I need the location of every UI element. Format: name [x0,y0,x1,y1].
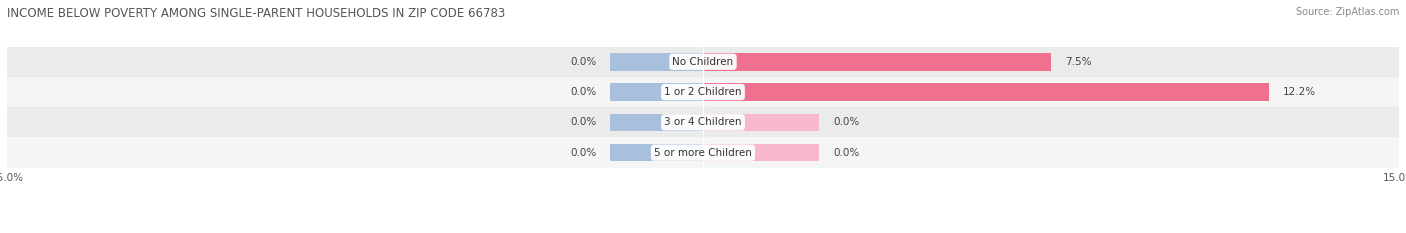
Text: 1 or 2 Children: 1 or 2 Children [664,87,742,97]
Text: 0.0%: 0.0% [569,57,596,67]
Bar [7,77,1399,107]
Bar [703,113,818,131]
Bar [610,113,703,131]
Text: 0.0%: 0.0% [832,117,859,127]
Bar [7,137,1399,168]
Text: 0.0%: 0.0% [569,117,596,127]
Text: 12.2%: 12.2% [1282,87,1316,97]
Text: 5 or more Children: 5 or more Children [654,148,752,158]
Text: INCOME BELOW POVERTY AMONG SINGLE-PARENT HOUSEHOLDS IN ZIP CODE 66783: INCOME BELOW POVERTY AMONG SINGLE-PARENT… [7,7,505,20]
Bar [703,53,1052,71]
Text: Source: ZipAtlas.com: Source: ZipAtlas.com [1295,7,1399,17]
Text: No Children: No Children [672,57,734,67]
Text: 3 or 4 Children: 3 or 4 Children [664,117,742,127]
Text: 0.0%: 0.0% [569,148,596,158]
Text: 7.5%: 7.5% [1064,57,1091,67]
Bar [610,53,703,71]
Bar [7,107,1399,137]
Text: 0.0%: 0.0% [832,148,859,158]
Bar [703,144,818,161]
Bar [610,144,703,161]
Legend: Single Father, Single Mother: Single Father, Single Mother [602,230,804,233]
Bar [610,83,703,101]
Bar [7,47,1399,77]
Bar [703,83,1270,101]
Text: 0.0%: 0.0% [569,87,596,97]
